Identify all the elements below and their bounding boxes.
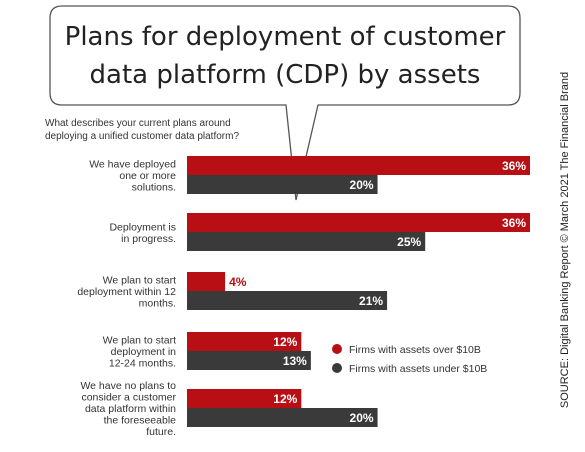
category-label-5-line-3: data platform within (85, 403, 176, 415)
legend-label-over-10b: Firms with assets over $10B (349, 344, 481, 356)
value-label-under-10b-2: 25% (397, 235, 421, 249)
bar-over-10b-2 (187, 213, 530, 232)
survey-question-line-1: What describes your current plans around (45, 118, 231, 129)
category-label-5-line-4: the foreseeable (104, 415, 177, 427)
category-label-4-line-2: deployment in (111, 346, 177, 358)
category-label-3-line-2: deployment within 12 (77, 286, 176, 298)
legend-label-under-10b: Firms with assets under $10B (349, 363, 487, 375)
bar-under-10b-2 (187, 232, 426, 251)
source-note: SOURCE: Digital Banking Report © March 2… (559, 72, 571, 408)
bar-under-10b-5 (187, 408, 378, 427)
category-label-1-line-2: one or more (119, 170, 176, 182)
legend-marker-over-10b (332, 344, 342, 354)
bar-over-10b-3 (187, 272, 226, 291)
value-label-over-10b-1: 36% (502, 159, 526, 173)
category-label-4-line-1: We plan to start (103, 335, 176, 347)
bar-under-10b-4 (187, 351, 311, 370)
category-label-2-line-1: Deployment is (109, 221, 176, 233)
value-label-under-10b-3: 21% (359, 294, 383, 308)
category-label-4-line-3: 12-24 months. (109, 358, 176, 370)
title-callout (49, 5, 521, 201)
category-label-5-line-2: consider a customer (81, 392, 176, 404)
legend-marker-under-10b (332, 363, 342, 373)
value-label-over-10b-2: 36% (502, 216, 526, 230)
bar-under-10b-3 (187, 291, 388, 310)
category-label-2-line-2: in progress. (121, 233, 176, 245)
value-label-over-10b-4: 12% (273, 335, 297, 349)
category-label-5-line-5: future. (146, 426, 176, 438)
bar-over-10b-5 (187, 389, 302, 408)
survey-question-line-2: deploying a unified customer data platfo… (45, 131, 239, 142)
value-label-under-10b-1: 20% (350, 178, 374, 192)
legend: Firms with assets over $10B Firms with a… (332, 344, 487, 375)
value-label-over-10b-5: 12% (273, 392, 297, 406)
chart-title-line-1: Plans for deployment of customer (65, 22, 506, 52)
category-label-3-line-3: months. (139, 298, 176, 310)
value-label-under-10b-5: 20% (350, 411, 374, 425)
category-label-3-line-1: We plan to start (103, 275, 176, 287)
bar-under-10b-1 (187, 175, 378, 194)
bars-group: 36% 20% 36% 25% 4% 21% 12% 13% 12% 20% (187, 156, 530, 427)
category-label-5-line-1: We have no plans to (80, 380, 176, 392)
value-label-over-10b-3: 4% (229, 275, 247, 289)
chart-title-line-2: data platform (CDP) by assets (90, 60, 481, 90)
bar-over-10b-1 (187, 156, 530, 175)
bar-over-10b-4 (187, 332, 302, 351)
category-label-1-line-1: We have deployed (89, 159, 176, 171)
value-label-under-10b-4: 13% (283, 354, 307, 368)
category-label-1-line-3: solutions. (132, 182, 176, 194)
